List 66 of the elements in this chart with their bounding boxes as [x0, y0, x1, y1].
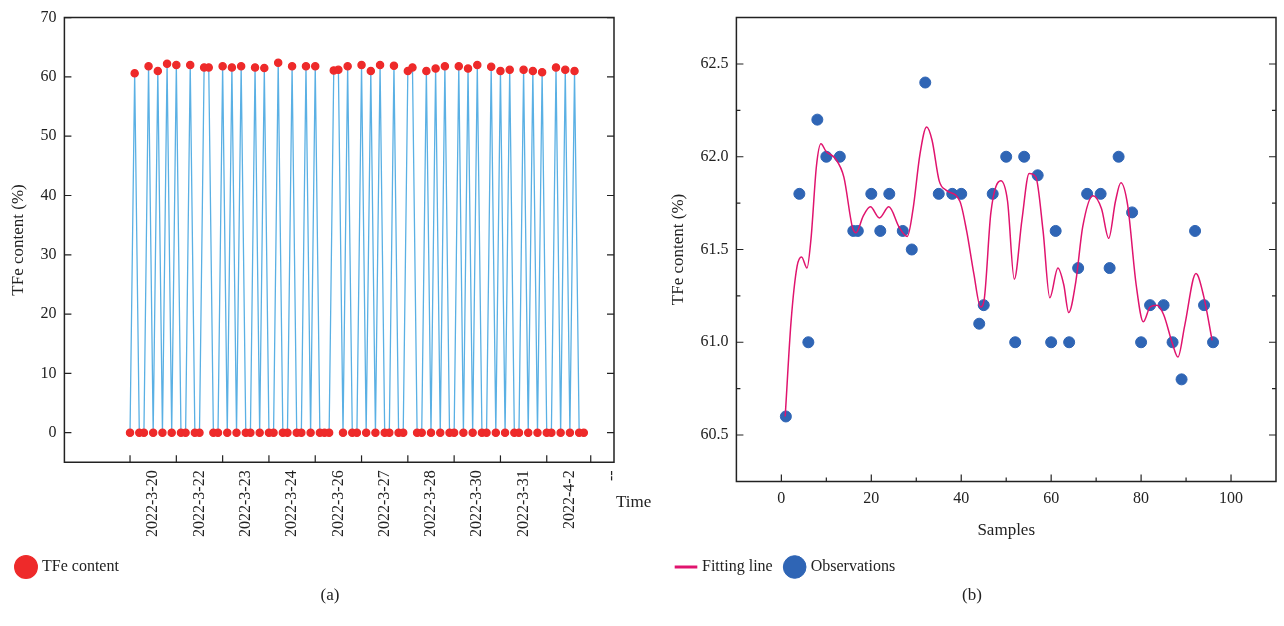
point	[811, 113, 824, 126]
y-axis-title: TFe content (%)	[7, 184, 27, 296]
y-tick-label: 30	[40, 245, 57, 262]
point	[1189, 224, 1202, 237]
legend-label: Observations	[810, 557, 896, 575]
y-tick-label: 0	[48, 422, 57, 440]
y-tick-label: 62.0	[700, 146, 729, 164]
x-tick-label: 80	[1133, 489, 1150, 507]
point	[1103, 262, 1116, 275]
x-tick-label: 2022-3-23	[235, 470, 253, 537]
x-tick-label: 2022-3-20	[143, 470, 161, 537]
point	[1135, 336, 1148, 349]
x-tick-label: 2022-3-31	[513, 470, 531, 537]
x-tick-label: 100	[1219, 489, 1244, 507]
x-tick-label: 2022-3-24	[282, 470, 300, 537]
point	[1175, 373, 1188, 386]
point	[883, 187, 896, 200]
x-tick-label: 20	[863, 489, 880, 507]
x-tick-label: 0	[777, 489, 786, 507]
x-tick-label: 2022-3-26	[328, 470, 346, 537]
x-tick-label: 2022-3-28	[421, 470, 439, 537]
x-axis-title: Samples	[977, 520, 1035, 540]
x-axis-title: Time	[616, 491, 652, 511]
y-tick-label: 62.5	[700, 54, 729, 72]
point	[1009, 336, 1022, 349]
y-tick-label: 10	[40, 363, 57, 381]
point	[793, 187, 806, 200]
point	[905, 243, 918, 256]
y-tick-label: 60	[40, 67, 57, 85]
point	[865, 187, 878, 200]
x-tick-label: --	[601, 470, 619, 481]
y-tick-label: 50	[40, 126, 57, 144]
point	[919, 76, 932, 89]
y-tick-label: 40	[40, 185, 57, 203]
legend-label: TFe content	[42, 557, 120, 575]
point	[1094, 187, 1107, 200]
x-tick-label: 2022-3-27	[374, 470, 392, 537]
text: (a)	[319, 585, 341, 605]
y-tick-label: 61.5	[700, 239, 729, 257]
point	[1081, 187, 1094, 200]
point	[1000, 150, 1013, 163]
text: (b)	[961, 585, 983, 605]
point	[779, 410, 792, 423]
y-tick-label: 60.5	[700, 425, 729, 443]
point	[1207, 336, 1220, 349]
point	[1112, 150, 1125, 163]
y-axis-title: TFe content (%)	[667, 193, 687, 306]
point	[874, 224, 887, 237]
point	[1045, 336, 1058, 349]
point	[1063, 336, 1076, 349]
point	[1049, 224, 1062, 237]
x-tick-label: 2022-3-30	[467, 470, 485, 537]
point	[1018, 150, 1031, 163]
x-tick-label: 40	[953, 489, 970, 507]
y-tick-label: 20	[40, 304, 57, 322]
y-tick-label: 61.0	[700, 332, 729, 350]
y-tick-label: 70	[40, 7, 57, 25]
x-tick-label: 2022-4-2	[560, 470, 578, 529]
x-tick-label: 60	[1043, 489, 1060, 507]
point	[932, 187, 945, 200]
point	[802, 336, 815, 349]
x-tick-label: 2022-3-22	[189, 470, 207, 537]
point	[833, 150, 846, 163]
legend-label: Fitting line	[702, 557, 773, 576]
point	[955, 187, 968, 200]
point	[973, 317, 986, 330]
